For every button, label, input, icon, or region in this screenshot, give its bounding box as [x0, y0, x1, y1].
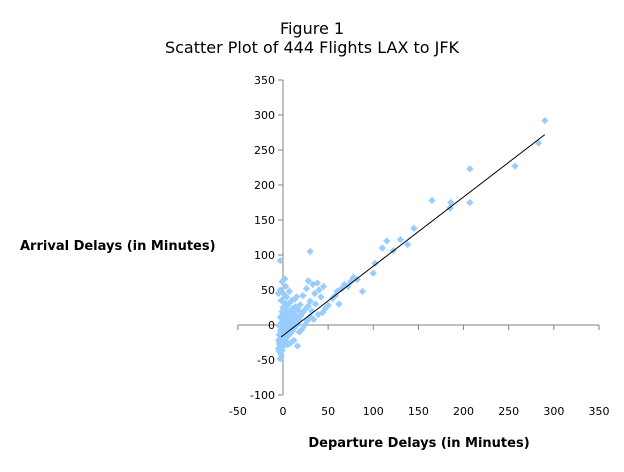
data-point: [541, 116, 549, 125]
data-point: [396, 235, 405, 244]
y-tick-label: 200: [254, 179, 275, 192]
data-point: [383, 237, 391, 245]
data-point: [319, 308, 327, 317]
x-axis-label: Departure Delays (in Minutes): [308, 436, 529, 451]
y-tick-label: 350: [254, 74, 275, 87]
data-point: [281, 275, 289, 283]
y-tick-label: 150: [254, 214, 275, 227]
y-tick-label: 100: [254, 249, 275, 262]
data-point: [276, 256, 285, 265]
data-point: [353, 275, 361, 284]
x-tick-labels: -50 0 50 100 150 200 250 300 350: [229, 405, 610, 418]
data-point: [314, 310, 322, 319]
data-point: [310, 289, 319, 298]
data-point: [299, 291, 307, 300]
y-tick-label: 300: [254, 109, 275, 122]
data-point: [295, 328, 303, 336]
data-point: [317, 293, 325, 301]
x-tick-label: 300: [543, 405, 564, 418]
data-point: [466, 165, 474, 173]
x-tick-label: -50: [229, 405, 247, 418]
y-tick-label: -50: [257, 354, 275, 367]
data-point: [378, 244, 387, 252]
y-tick-label: -100: [250, 389, 275, 402]
data-point: [293, 342, 302, 350]
data-point: [302, 284, 311, 293]
data-point: [369, 269, 377, 277]
data-points: [274, 116, 549, 363]
data-point: [308, 307, 316, 315]
data-point: [281, 282, 290, 291]
data-point: [319, 282, 328, 291]
data-point: [410, 224, 418, 233]
data-point: [290, 309, 298, 317]
data-point: [403, 240, 412, 249]
data-point: [306, 297, 314, 305]
data-point: [534, 139, 543, 147]
y-tick-labels: -100 -50 0 50 100 150 200 250 300 350: [250, 74, 275, 402]
data-point: [277, 296, 285, 305]
x-tick-label: 150: [408, 405, 429, 418]
data-point: [309, 315, 318, 324]
data-point: [371, 259, 379, 268]
x-tick-label: 100: [363, 405, 384, 418]
trendline: [280, 134, 546, 338]
y-tick-label: 250: [254, 144, 275, 157]
data-point: [313, 279, 322, 287]
data-point: [447, 198, 455, 207]
x-tick-label: 0: [280, 405, 287, 418]
data-point: [511, 162, 519, 170]
data-point: [358, 287, 367, 296]
x-tick-label: 200: [453, 405, 474, 418]
data-point: [296, 300, 304, 309]
data-point: [344, 282, 352, 291]
data-point: [274, 289, 283, 298]
data-point: [290, 336, 298, 345]
y-tick-label: 0: [268, 319, 275, 332]
data-point: [304, 277, 312, 285]
data-point: [428, 196, 436, 205]
data-point: [335, 300, 343, 308]
data-point: [276, 354, 285, 363]
data-point: [285, 287, 294, 296]
data-point: [466, 198, 474, 207]
chart-subtitle: Scatter Plot of 444 Flights LAX to JFK: [165, 38, 460, 57]
axes: [237, 79, 600, 396]
y-axis-label: Arrival Delays (in Minutes): [20, 239, 216, 254]
data-point: [311, 300, 320, 308]
data-point: [288, 296, 296, 305]
x-tick-label: 350: [588, 405, 609, 418]
data-point: [306, 247, 314, 256]
x-tick-label: 250: [498, 405, 519, 418]
chart-title: Figure 1: [280, 19, 344, 38]
data-point: [292, 293, 301, 301]
y-tick-label: 50: [261, 284, 275, 297]
x-tick-label: 50: [321, 405, 335, 418]
data-point: [315, 286, 323, 294]
